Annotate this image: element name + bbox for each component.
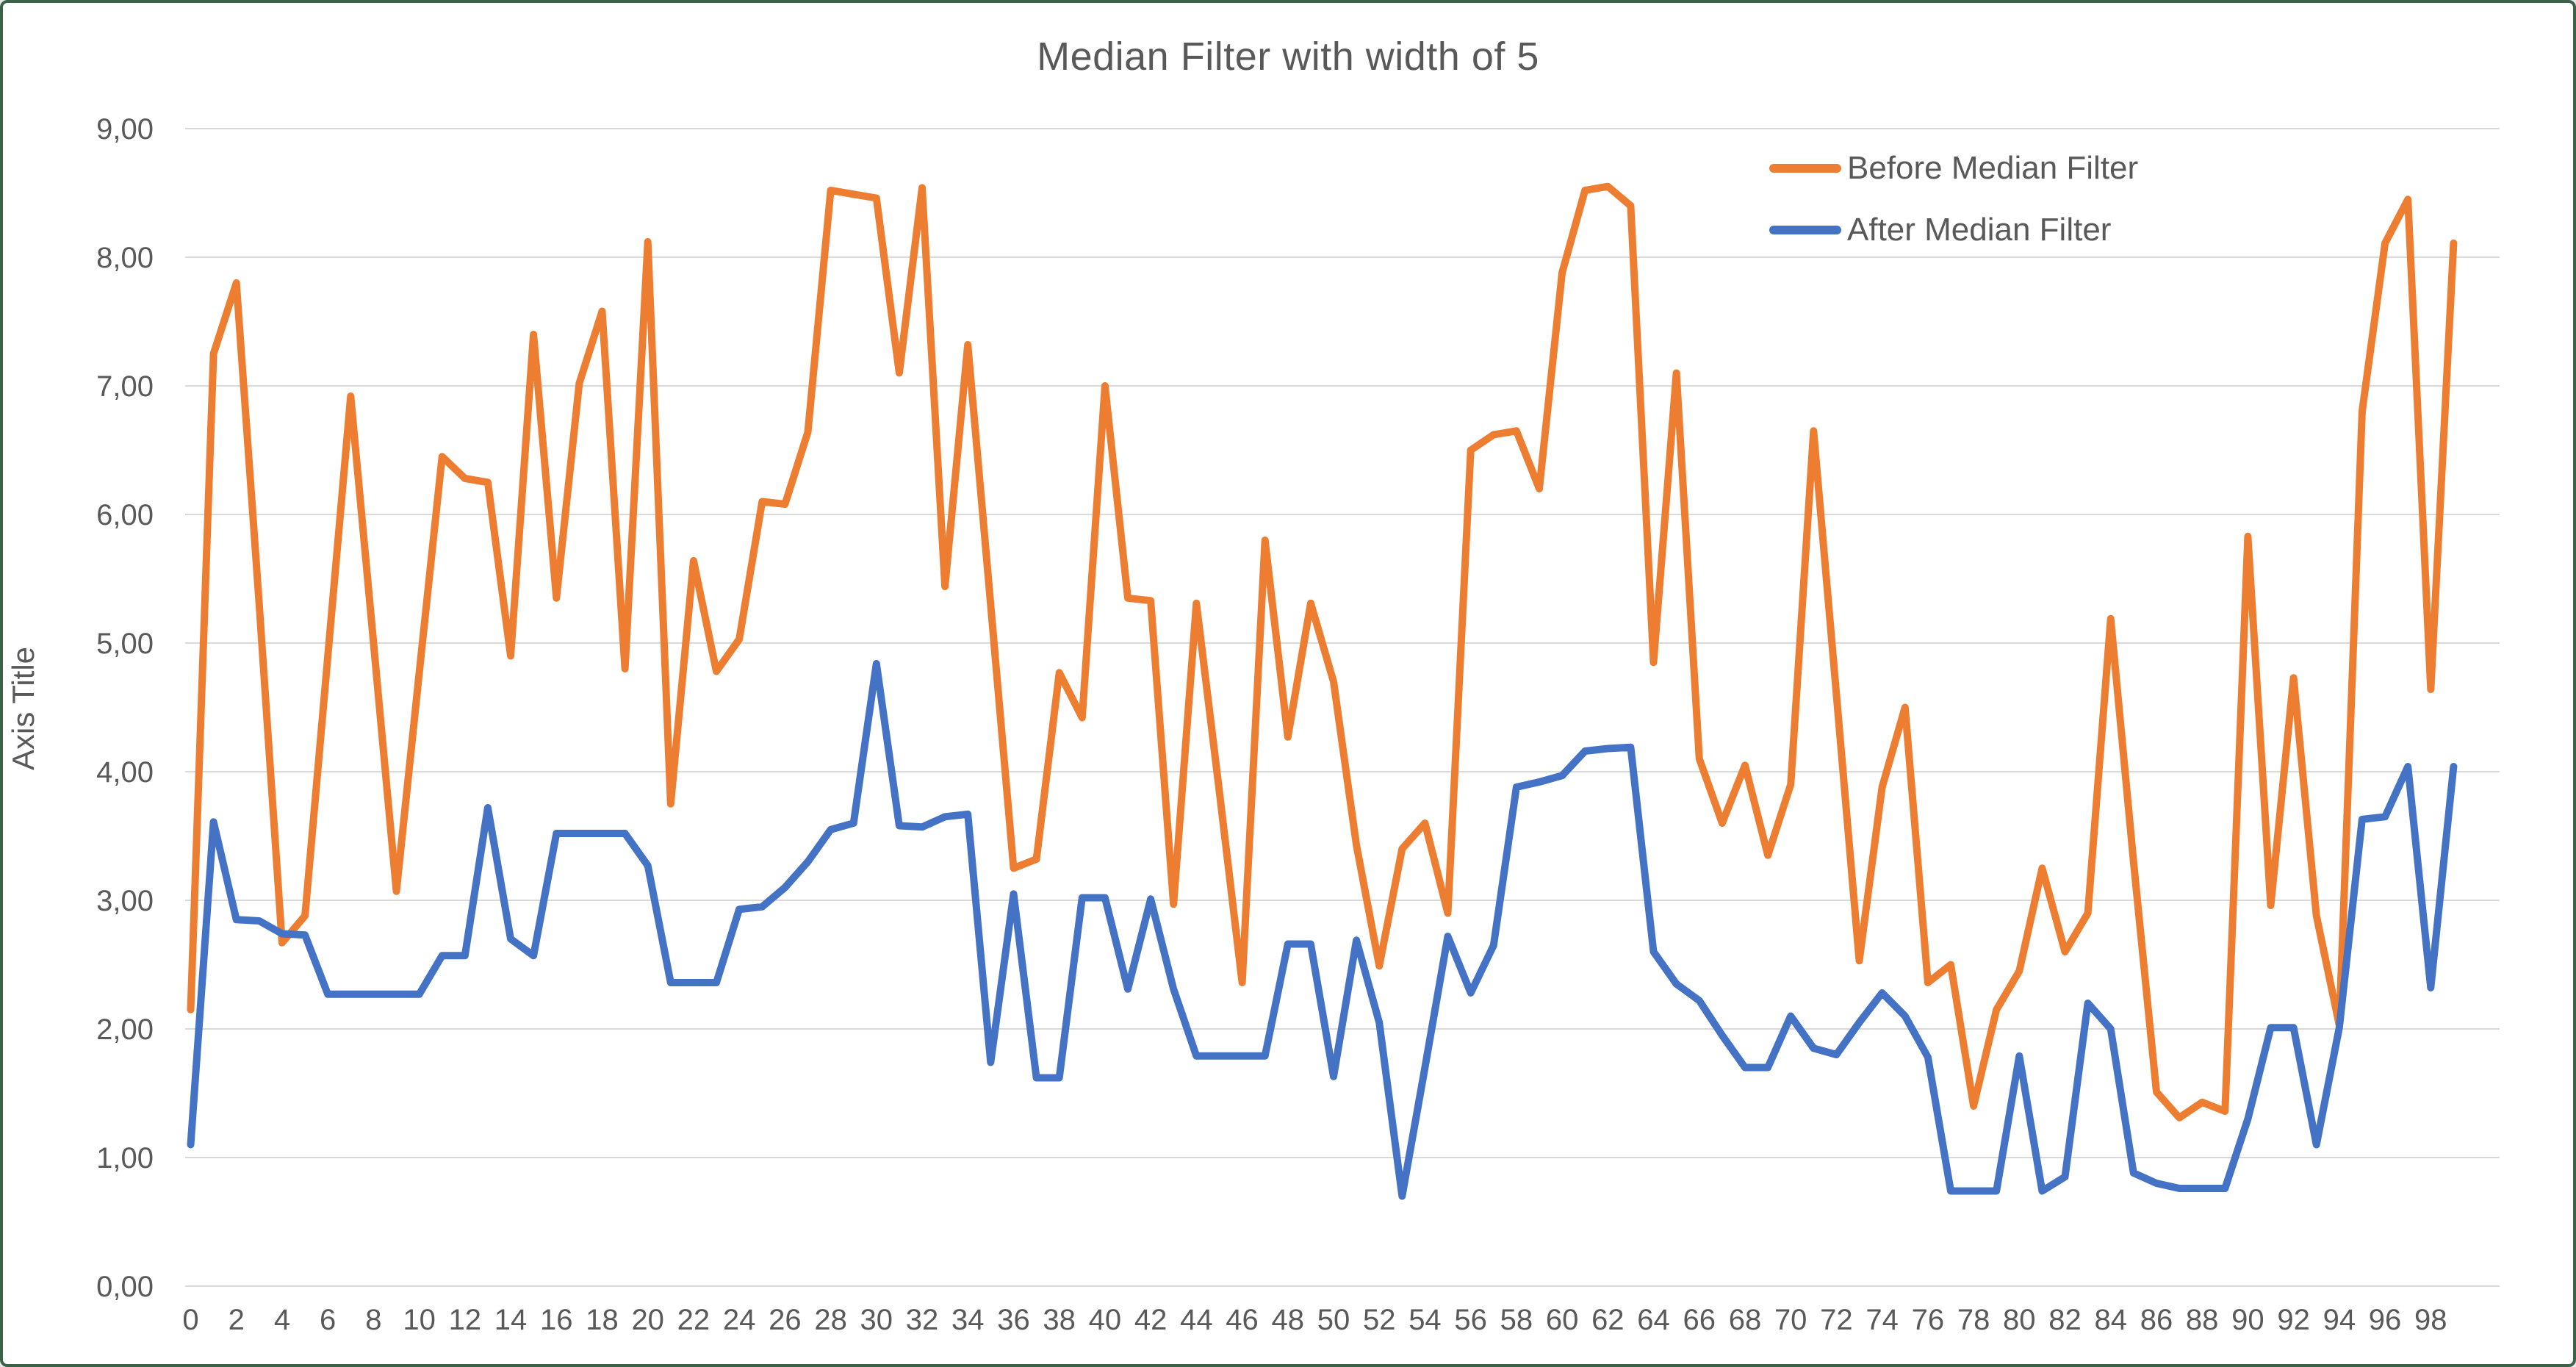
y-tick-label: 3,00 [96, 885, 154, 917]
x-tick-label: 76 [1912, 1304, 1945, 1336]
plot-area: 0,00 1,00 2,00 3,00 4,00 5,00 6,00 7,00 8,00 9,00… [96, 113, 2500, 1336]
y-tick-label: 0,00 [96, 1271, 154, 1303]
x-tick-label: 66 [1683, 1304, 1716, 1336]
series-line-after-median-filter [187, 660, 2458, 1200]
y-tick-label: 6,00 [96, 499, 154, 531]
x-tick-label: 18 [586, 1304, 619, 1336]
x-tick-label: 68 [1729, 1304, 1762, 1336]
y-tick-label: 9,00 [96, 113, 154, 146]
x-tick-label: 96 [2369, 1304, 2402, 1336]
y-tick-label: 5,00 [96, 628, 154, 660]
y-tick-label: 4,00 [96, 756, 154, 789]
x-tick-label: 86 [2140, 1304, 2173, 1336]
x-tick-label: 10 [403, 1304, 436, 1336]
legend: Before Median Filter After Median Filter [1769, 147, 2138, 270]
x-tick-label: 36 [997, 1304, 1030, 1336]
x-tick-label: 8 [365, 1304, 381, 1336]
legend-item-before: Before Median Filter [1769, 147, 2138, 190]
x-tick-label: 26 [769, 1304, 802, 1336]
x-tick-label: 34 [951, 1304, 985, 1336]
x-tick-label: 0 [182, 1304, 198, 1336]
x-tick-label: 38 [1043, 1304, 1076, 1336]
legend-item-after: After Median Filter [1769, 209, 2138, 251]
x-tick-label: 82 [2048, 1304, 2082, 1336]
x-tick-label: 20 [631, 1304, 664, 1336]
x-tick-label: 64 [1637, 1304, 1670, 1336]
x-tick-label: 60 [1546, 1304, 1579, 1336]
y-tick-label: 1,00 [96, 1142, 154, 1174]
y-axis-title: Axis Title [6, 646, 40, 771]
x-tick-label: 22 [677, 1304, 710, 1336]
x-tick-label: 24 [723, 1304, 756, 1336]
x-tick-label: 30 [860, 1304, 893, 1336]
x-tick-label: 52 [1363, 1304, 1396, 1336]
x-tick-label: 50 [1317, 1304, 1350, 1336]
x-tick-label: 88 [2186, 1304, 2219, 1336]
x-tick-label: 56 [1454, 1304, 1487, 1336]
legend-swatch-before-median-filter [1769, 164, 1841, 173]
x-tick-label: 90 [2231, 1304, 2264, 1336]
x-tick-label: 78 [1957, 1304, 1990, 1336]
x-tick-label: 4 [274, 1304, 290, 1336]
x-tick-label: 12 [449, 1304, 482, 1336]
y-tick-label: 7,00 [96, 370, 154, 403]
series-line-before-median-filter [187, 182, 2458, 1122]
chart-title: Median Filter with width of 5 [1037, 35, 1539, 79]
legend-swatch-after-median-filter [1769, 226, 1841, 234]
y-tick-label: 2,00 [96, 1013, 154, 1046]
x-tick-label: 62 [1591, 1304, 1625, 1336]
x-tick-label: 14 [494, 1304, 528, 1336]
x-tick-label: 74 [1866, 1304, 1899, 1336]
x-tick-label: 40 [1089, 1304, 1122, 1336]
x-tick-label: 28 [814, 1304, 847, 1336]
x-tick-label: 2 [229, 1304, 245, 1336]
x-tick-label: 72 [1820, 1304, 1853, 1336]
x-tick-label: 6 [320, 1304, 336, 1336]
x-tick-label: 42 [1134, 1304, 1168, 1336]
legend-label: Before Median Filter [1847, 150, 2139, 186]
x-tick-label: 16 [540, 1304, 573, 1336]
legend-label: After Median Filter [1847, 212, 2112, 248]
x-tick-label: 48 [1272, 1304, 1305, 1336]
y-tick-label: 8,00 [96, 242, 154, 274]
x-tick-label: 84 [2094, 1304, 2127, 1336]
x-tick-label: 44 [1180, 1304, 1213, 1336]
x-tick-label: 80 [2003, 1304, 2036, 1336]
x-tick-label: 46 [1226, 1304, 1259, 1336]
x-tick-label: 32 [906, 1304, 939, 1336]
x-tick-label: 92 [2277, 1304, 2310, 1336]
x-tick-label: 70 [1774, 1304, 1807, 1336]
x-tick-label: 58 [1500, 1304, 1533, 1336]
x-tick-label: 54 [1408, 1304, 1442, 1336]
x-tick-label: 98 [2414, 1304, 2447, 1336]
x-tick-label: 94 [2323, 1304, 2356, 1336]
